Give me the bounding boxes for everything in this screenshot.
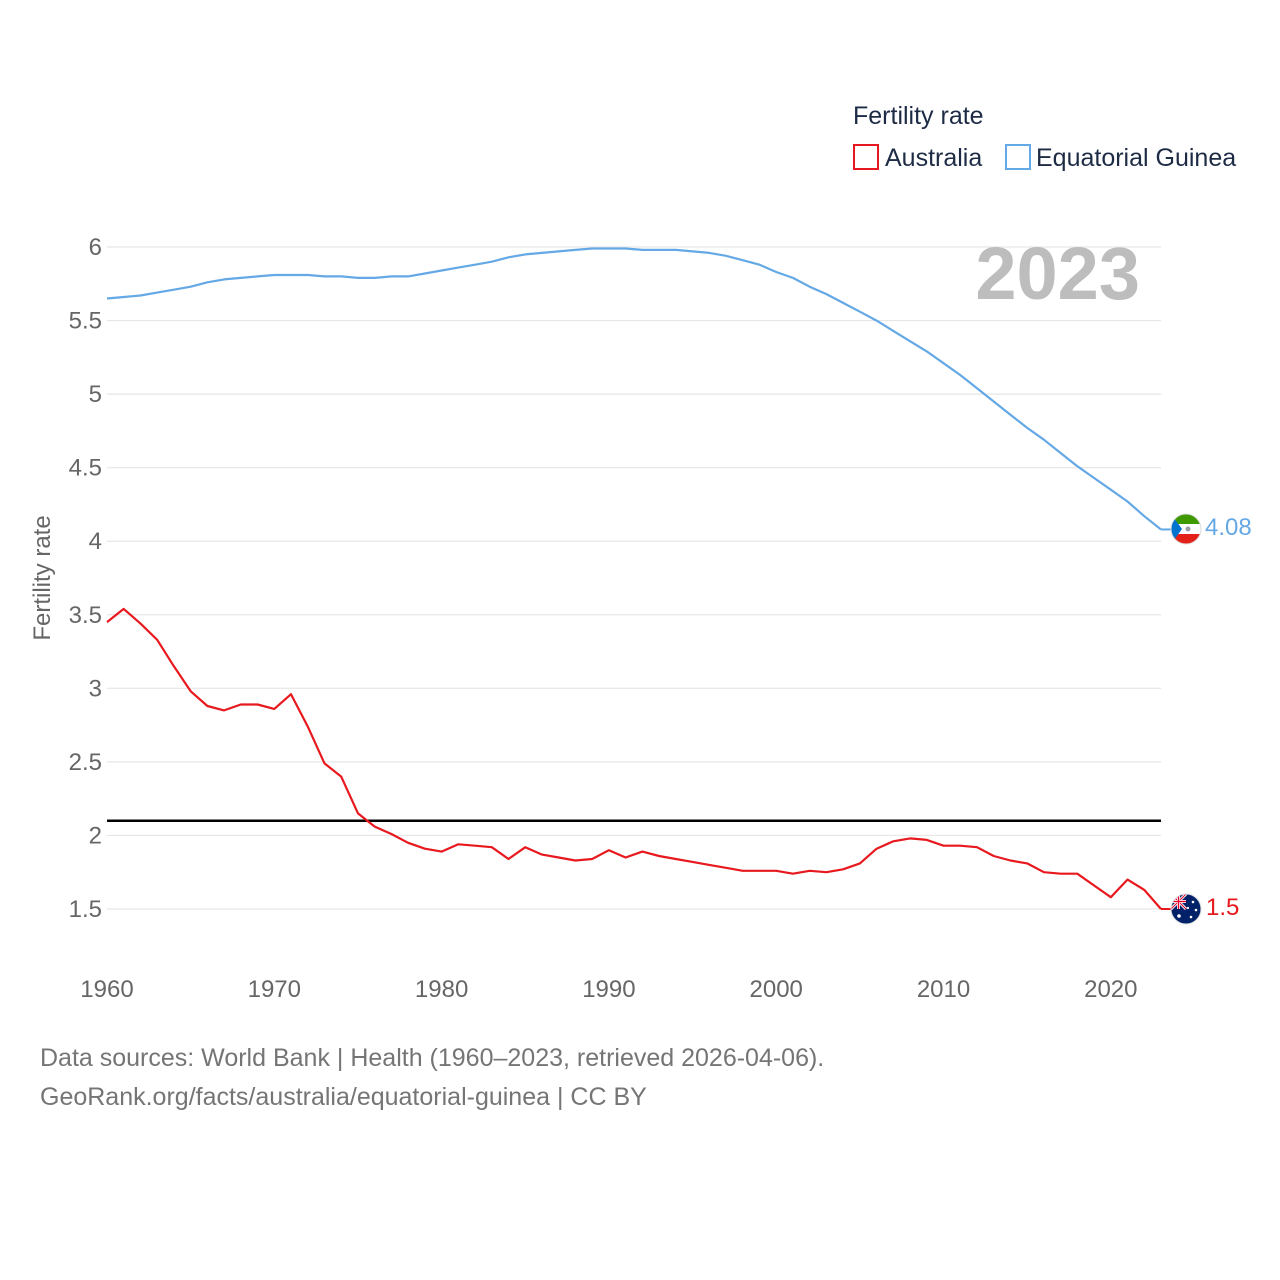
y-tick-label: 4 <box>89 528 102 555</box>
year-label: 2023 <box>975 232 1140 315</box>
y-tick-label: 1.5 <box>69 896 102 923</box>
x-tick-label: 1970 <box>248 976 301 1003</box>
legend-item-equatorial-guinea[interactable]: Equatorial Guinea <box>1005 144 1236 172</box>
y-axis-title: Fertility rate <box>29 515 56 640</box>
y-axis-ticks: 1.5 2 2.5 3 3.5 4 4.5 5 5.5 6 <box>69 234 102 923</box>
legend-title: Fertility rate <box>853 102 984 130</box>
legend-label-australia: Australia <box>885 144 982 172</box>
y-tick-label: 4.5 <box>69 455 102 482</box>
x-tick-label: 1960 <box>80 976 133 1003</box>
y-tick-label: 2.5 <box>69 749 102 776</box>
end-label-equatorial-guinea: 4.08 <box>1205 514 1252 541</box>
y-tick-label: 3 <box>89 675 102 702</box>
y-tick-label: 5.5 <box>69 308 102 335</box>
legend-swatch-equatorial-guinea <box>1005 144 1031 170</box>
x-tick-label: 2010 <box>917 976 970 1003</box>
legend-label-equatorial-guinea: Equatorial Guinea <box>1036 144 1236 172</box>
x-axis-ticks: 1960 1970 1980 1990 2000 2010 2020 <box>80 976 1137 1003</box>
series-line-australia[interactable] <box>106 607 1162 910</box>
legend: Fertility rate Australia Equatorial Guin… <box>853 102 1236 172</box>
y-tick-label: 5 <box>89 381 102 408</box>
australia-flag-icon <box>1170 893 1202 925</box>
x-tick-label: 2020 <box>1084 976 1137 1003</box>
series-line-equatorial-guinea[interactable] <box>106 247 1162 531</box>
x-tick-label: 1980 <box>415 976 468 1003</box>
x-tick-label: 2000 <box>750 976 803 1003</box>
footer-link[interactable]: GeoRank.org/facts/australia/equatorial-g… <box>40 1083 647 1111</box>
equatorial-guinea-flag-icon <box>1170 513 1202 545</box>
legend-swatch-australia <box>853 144 879 170</box>
series <box>106 247 1172 910</box>
footer-source: Data sources: World Bank | Health (1960–… <box>40 1044 825 1072</box>
grid <box>107 246 1161 910</box>
y-tick-label: 3.5 <box>69 602 102 629</box>
legend-item-australia[interactable]: Australia <box>853 144 982 172</box>
y-tick-label: 2 <box>89 822 102 849</box>
end-label-australia: 1.5 <box>1206 894 1239 921</box>
y-tick-label: 6 <box>89 234 102 261</box>
x-tick-label: 1990 <box>582 976 635 1003</box>
